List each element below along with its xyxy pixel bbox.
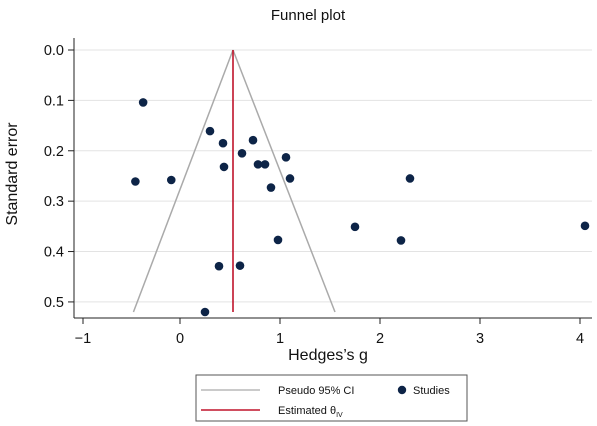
x-axis-label: Hedges’s g	[288, 347, 368, 364]
legend-ci-label: Pseudo 95% CI	[278, 385, 354, 397]
study-point	[260, 160, 270, 169]
study-point	[266, 183, 276, 192]
legend-studies-swatch	[397, 385, 407, 395]
y-axis-ticks: 0.0 0.1 0.2 0.3 0.4 0.5	[44, 43, 74, 311]
study-point	[273, 235, 283, 245]
study-point	[138, 98, 148, 107]
study-point	[235, 261, 245, 270]
study-point	[253, 160, 263, 169]
study-points	[131, 98, 590, 317]
study-point	[205, 126, 215, 136]
study-point	[281, 153, 291, 162]
x-tick-label: 2	[376, 331, 384, 347]
chart-title: Funnel plot	[271, 7, 346, 24]
y-tick-label: 0.1	[44, 93, 64, 109]
x-tick-label: 4	[576, 331, 584, 347]
study-point	[219, 162, 229, 172]
axes	[73, 38, 592, 319]
study-point	[248, 135, 258, 145]
x-axis-ticks: −1 0 1 2 3 4	[75, 318, 584, 347]
study-point	[396, 236, 406, 245]
pseudo-ci-right-line	[232, 49, 336, 313]
y-tick-label: 0.5	[44, 295, 64, 311]
study-point	[214, 261, 224, 271]
y-tick-label: 0.3	[44, 194, 64, 210]
legend-estimate-label-main: Estimated θ	[278, 405, 336, 417]
y-axis-label: Standard error	[4, 122, 21, 226]
x-tick-label: 3	[476, 331, 484, 347]
pseudo-ci-left-line	[132, 49, 234, 313]
study-point	[285, 174, 295, 183]
y-tick-label: 0.2	[44, 144, 64, 160]
y-tick-label: 0.4	[44, 245, 64, 261]
legend: Pseudo 95% CI Studies Estimated θIV	[195, 374, 468, 422]
pseudo-ci-lines	[132, 49, 336, 313]
study-point	[350, 222, 360, 232]
study-point	[580, 221, 590, 231]
legend-estimate-label: Estimated θIV	[278, 405, 343, 419]
x-tick-label: 1	[276, 331, 284, 347]
legend-studies-label: Studies	[413, 385, 450, 397]
legend-estimate-label-subscript: IV	[336, 412, 343, 419]
x-tick-label: −1	[75, 331, 92, 347]
grid-lines	[74, 49, 592, 303]
study-point	[200, 307, 210, 317]
y-tick-label: 0.0	[44, 43, 64, 59]
legend-box	[195, 374, 468, 422]
study-point	[218, 138, 228, 148]
x-tick-label: 0	[176, 331, 184, 347]
study-point	[405, 174, 415, 183]
study-point	[237, 148, 247, 158]
study-point	[166, 175, 176, 185]
study-point	[131, 177, 140, 186]
